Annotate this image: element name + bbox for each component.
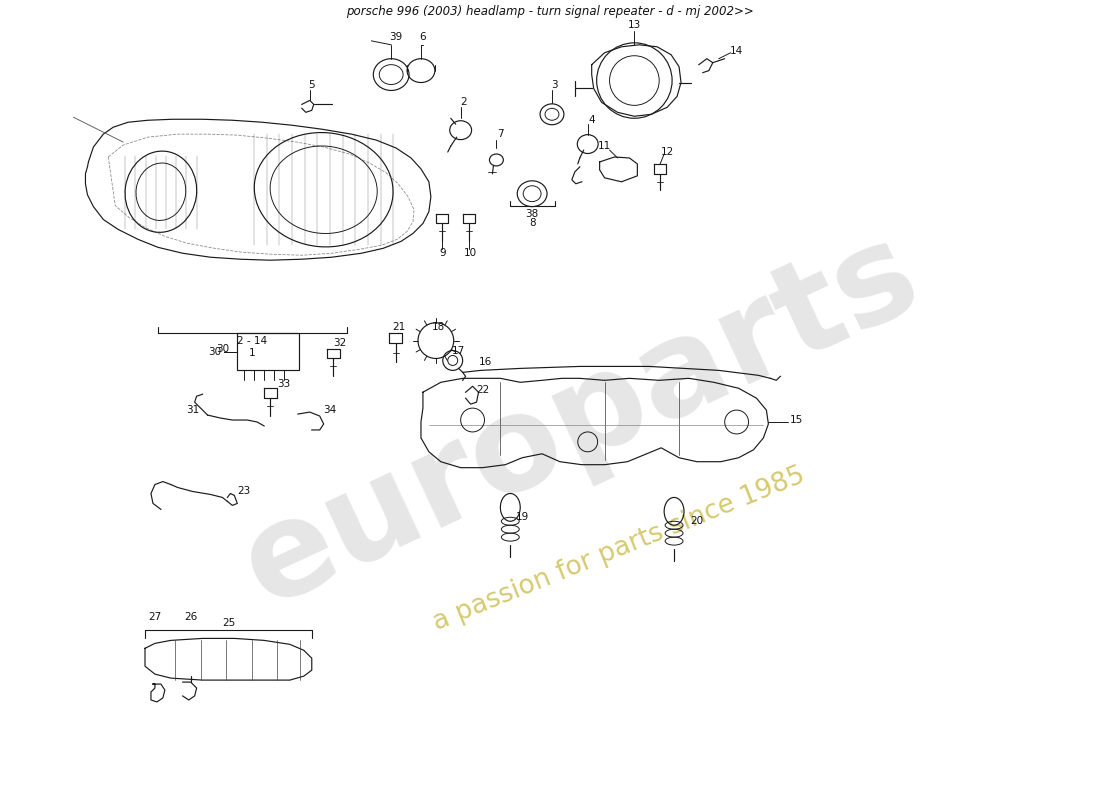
Text: 20: 20 bbox=[691, 516, 704, 526]
Text: 31: 31 bbox=[186, 405, 199, 415]
Text: 4: 4 bbox=[588, 115, 595, 126]
Text: 21: 21 bbox=[393, 322, 406, 332]
Text: 7: 7 bbox=[497, 129, 504, 139]
Text: 15: 15 bbox=[790, 415, 803, 425]
Text: 18: 18 bbox=[432, 322, 446, 332]
Text: 1: 1 bbox=[249, 347, 255, 358]
Text: 34: 34 bbox=[323, 405, 337, 415]
Text: 30: 30 bbox=[208, 346, 221, 357]
Text: 8: 8 bbox=[529, 218, 536, 229]
Text: 22: 22 bbox=[476, 386, 490, 395]
Text: 10: 10 bbox=[464, 248, 477, 258]
Text: 6: 6 bbox=[419, 32, 427, 42]
Text: 9: 9 bbox=[440, 248, 447, 258]
Text: 12: 12 bbox=[660, 147, 674, 157]
Text: porsche 996 (2003) headlamp - turn signal repeater - d - mj 2002>>: porsche 996 (2003) headlamp - turn signa… bbox=[346, 5, 754, 18]
Text: 27: 27 bbox=[148, 611, 162, 622]
Text: 5: 5 bbox=[308, 79, 315, 90]
Text: europarts: europarts bbox=[222, 208, 937, 632]
Text: 26: 26 bbox=[184, 611, 197, 622]
Text: a passion for parts since 1985: a passion for parts since 1985 bbox=[430, 462, 810, 636]
Text: 23: 23 bbox=[238, 486, 251, 497]
Text: 11: 11 bbox=[598, 141, 612, 151]
Text: 38: 38 bbox=[526, 209, 539, 218]
Text: 3: 3 bbox=[552, 79, 559, 90]
Text: 17: 17 bbox=[452, 346, 465, 355]
Text: 2: 2 bbox=[460, 98, 467, 107]
Text: 14: 14 bbox=[730, 46, 744, 56]
Text: 16: 16 bbox=[478, 358, 492, 367]
Text: 19: 19 bbox=[516, 512, 529, 522]
Text: 2 - 14: 2 - 14 bbox=[238, 336, 267, 346]
Bar bbox=[238, 333, 299, 370]
Text: 30: 30 bbox=[216, 343, 229, 354]
Text: 39: 39 bbox=[389, 32, 403, 42]
Text: 25: 25 bbox=[222, 618, 235, 627]
Text: 32: 32 bbox=[333, 338, 346, 347]
Text: 33: 33 bbox=[277, 379, 290, 390]
Text: 13: 13 bbox=[628, 20, 641, 30]
